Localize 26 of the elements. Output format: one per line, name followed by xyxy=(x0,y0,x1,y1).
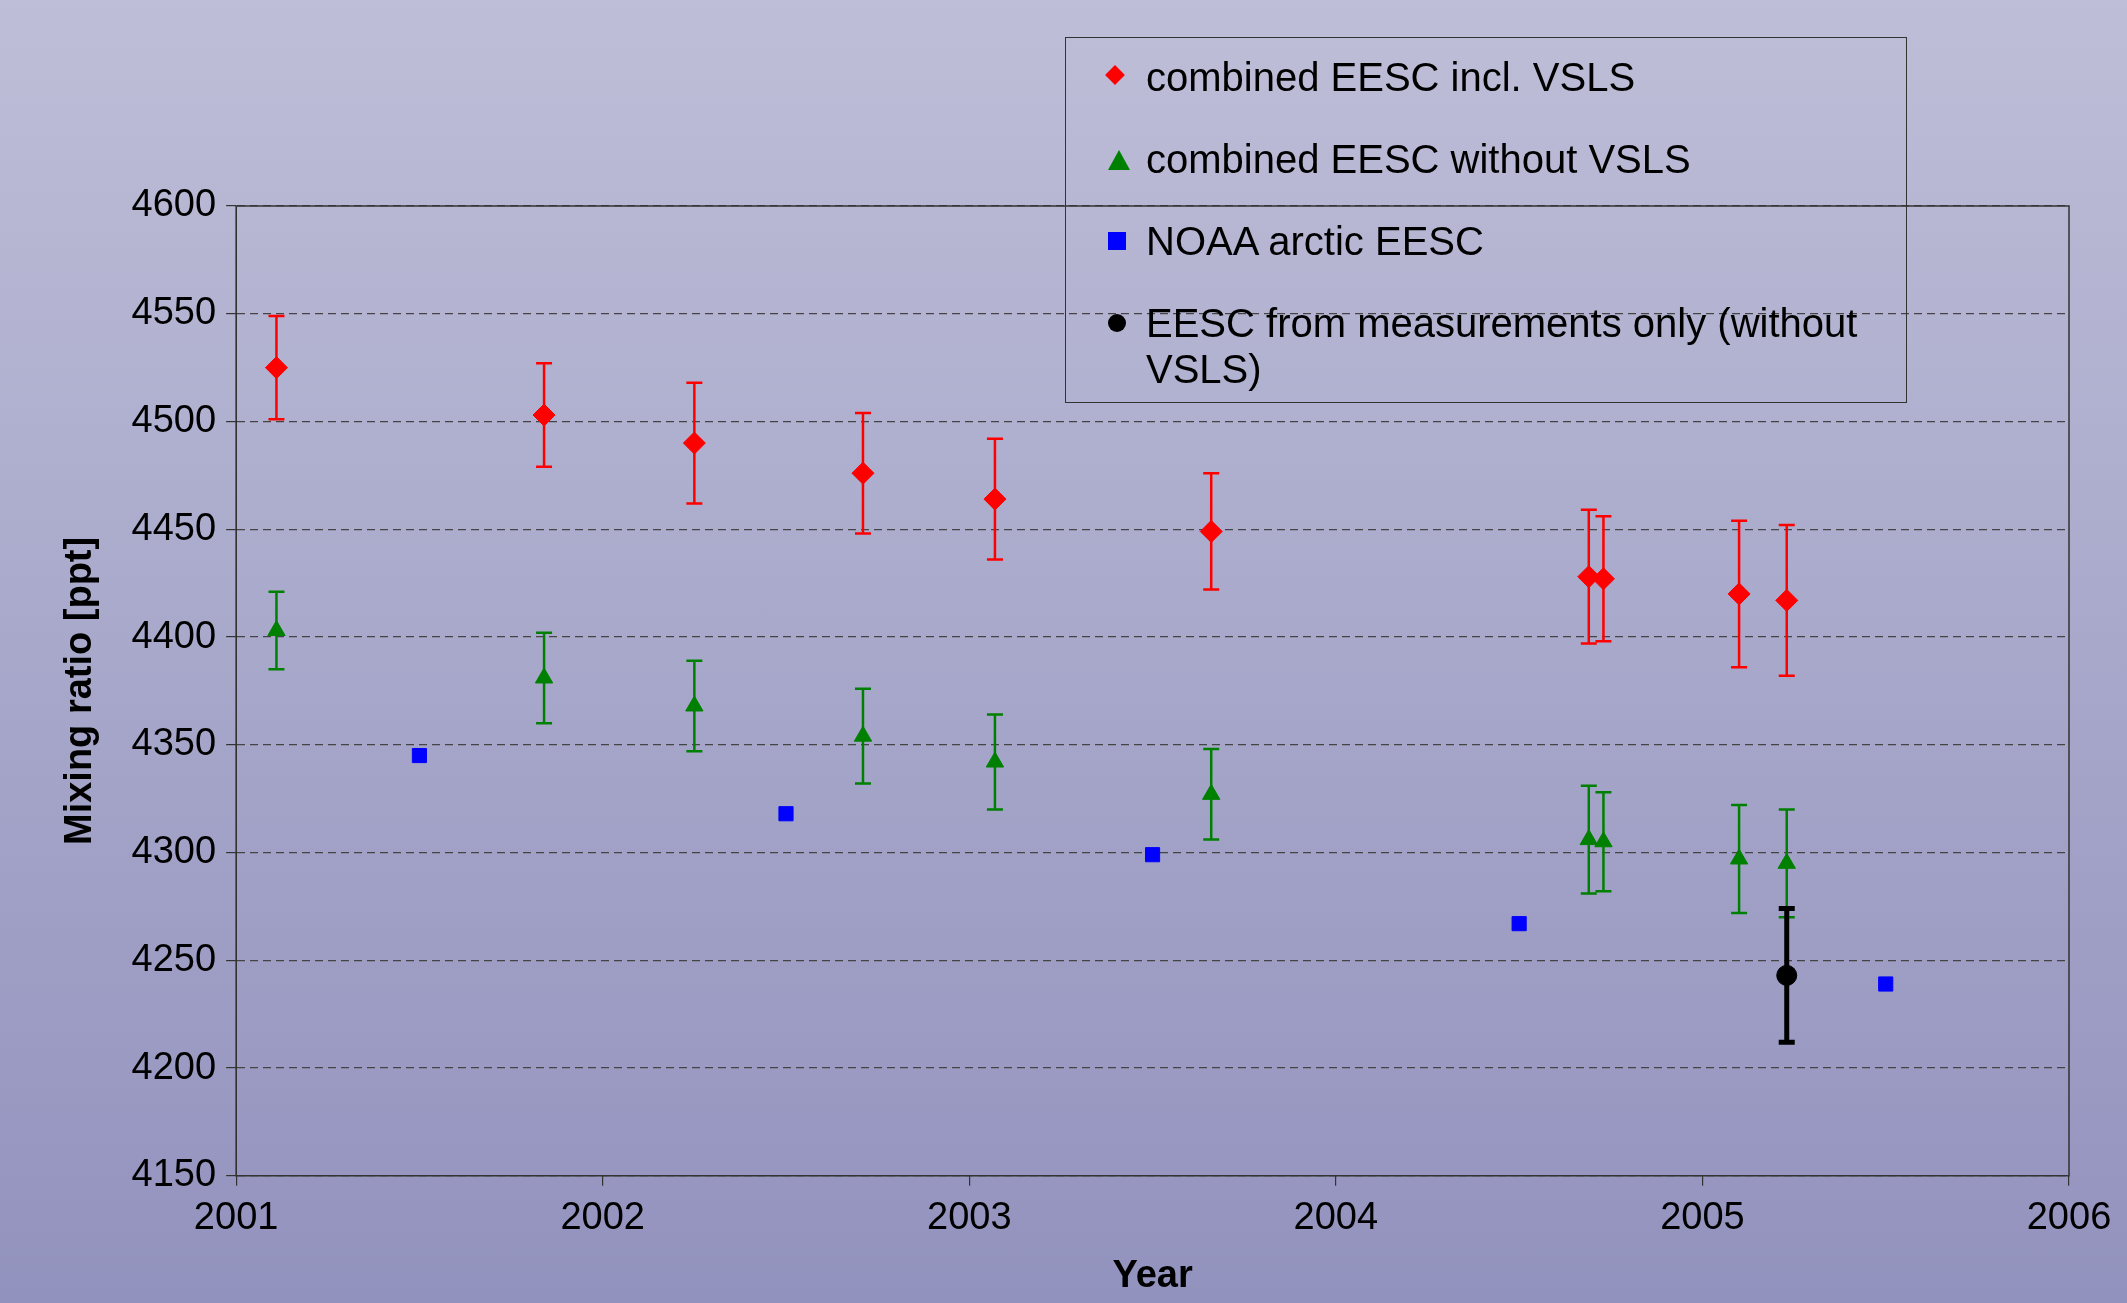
x-tick-label: 2006 xyxy=(2026,1195,2112,1238)
y-tick-label: 4350 xyxy=(131,721,217,764)
y-tick-label: 4250 xyxy=(131,936,217,979)
point xyxy=(985,751,1005,768)
point xyxy=(1729,848,1749,865)
y-tick-label: 4400 xyxy=(131,613,217,656)
legend-label: combined EESC incl. VSLS xyxy=(1146,55,1636,99)
y-tick-label: 4300 xyxy=(131,829,217,872)
legend-label: NOAA arctic EESC xyxy=(1146,219,1484,263)
y-tick-label: 4450 xyxy=(131,505,217,548)
x-tick-label: 2001 xyxy=(193,1195,279,1238)
x-tick-label: 2002 xyxy=(560,1195,645,1238)
y-tick-label: 4500 xyxy=(131,398,217,440)
y-tick-label: 4200 xyxy=(131,1044,217,1087)
x-tick-label: 2005 xyxy=(1660,1195,1745,1238)
y-axis-title: Mixing ratio [ppt] xyxy=(57,536,100,845)
legend-label: EESC from measurements only (without VSLS) xyxy=(1146,301,1858,391)
y-tick-label: 4550 xyxy=(131,290,217,333)
legend-label: combined EESC without VSLS xyxy=(1146,137,1691,181)
y-tick-label: 4150 xyxy=(131,1152,217,1195)
point xyxy=(534,667,554,684)
x-axis-title: Year xyxy=(1112,1252,1193,1295)
point xyxy=(411,747,427,764)
y-tick-label: 4600 xyxy=(131,182,217,225)
x-tick-label: 2004 xyxy=(1293,1195,1379,1238)
x-tick-label: 2003 xyxy=(927,1195,1012,1238)
